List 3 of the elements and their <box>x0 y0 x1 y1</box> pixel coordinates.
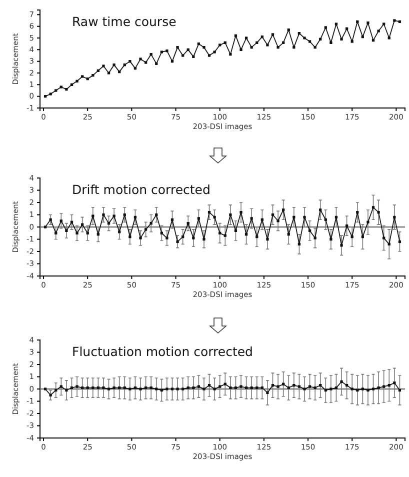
chart-title: Drift motion corrected <box>72 182 210 197</box>
chart-title: Fluctuation motion corrected <box>72 344 253 359</box>
chart-title: Raw time course <box>72 14 177 29</box>
